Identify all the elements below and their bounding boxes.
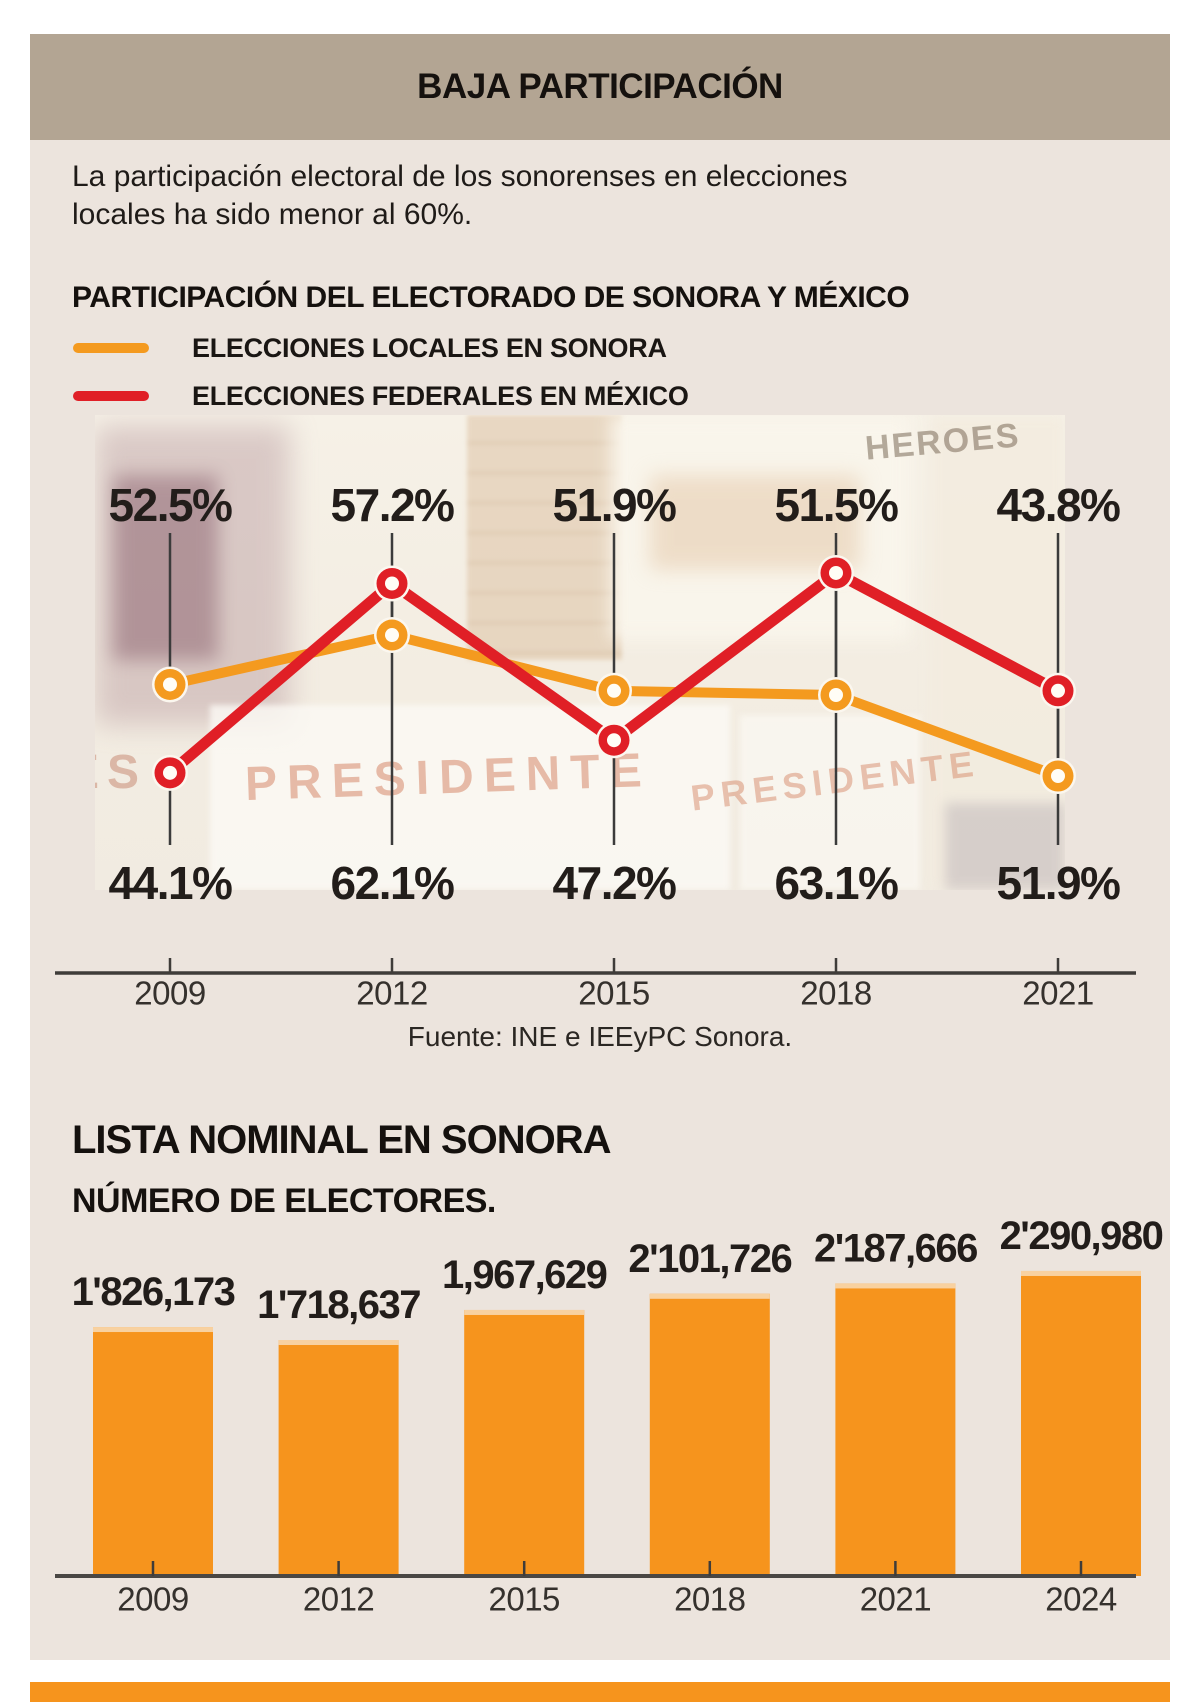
bar-top-cap [649, 1293, 770, 1299]
photo-brick-column [467, 415, 622, 660]
intro-line-1: La participación electoral de los sonore… [72, 160, 848, 193]
bar-value-label: 2'101,726 [628, 1237, 791, 1281]
bar-chart-subtitle: NÚMERO DE ELECTORES. [72, 1182, 496, 1220]
bar-value-label: 1,967,629 [442, 1253, 607, 1297]
photo-figure-left-dark [113, 475, 218, 660]
bar [835, 1283, 956, 1576]
line-point-federal-center [607, 733, 621, 748]
bar-chart-year-label: 2018 [674, 1581, 745, 1618]
line-chart-year-label: 2018 [800, 975, 871, 1012]
voting-photo-backdrop: HEROES PRESIDENTE PRESIDENTE ES [95, 415, 1065, 890]
line-point-local-center [1051, 769, 1065, 784]
bar-value-label: 2'187,666 [814, 1226, 977, 1270]
data-label-local: 51.9% [553, 479, 677, 531]
data-label-federal: 51.9% [997, 857, 1121, 909]
data-label-local: 57.2% [331, 479, 455, 531]
line-chart-title: PARTICIPACIÓN DEL ELECTORADO DE SONORA Y… [72, 281, 910, 314]
bar-chart-year-label: 2009 [117, 1581, 188, 1618]
intro-line-2: locales ha sido menor al 60%. [72, 198, 473, 231]
bar-value-label: 1'826,173 [72, 1270, 235, 1314]
bar [649, 1293, 770, 1576]
footer-accent-bar [30, 1682, 1170, 1702]
bar-top-cap [464, 1309, 585, 1315]
data-label-federal: 63.1% [775, 857, 899, 909]
photo-ballot-box-2 [740, 715, 920, 890]
bar [93, 1327, 213, 1576]
photo-pants-right [945, 803, 1065, 890]
line-point-local-center [607, 683, 621, 698]
bar [1021, 1270, 1141, 1576]
page-title: BAJA PARTICIPACIÓN [417, 67, 783, 106]
data-label-federal: 62.1% [331, 857, 455, 909]
photo-watermark-es: ES [95, 746, 148, 799]
bar [464, 1309, 585, 1576]
data-label-federal: 44.1% [109, 857, 233, 909]
line-point-local-center [163, 677, 177, 692]
bar-chart-year-label: 2015 [488, 1581, 559, 1618]
header-bar: BAJA PARTICIPACIÓN [30, 34, 1170, 140]
bar-top-cap [835, 1283, 956, 1289]
line-chart-year-label: 2009 [134, 975, 205, 1012]
photo-arm [650, 475, 860, 570]
legend-label-federal: ELECCIONES FEDERALES EN MÉXICO [192, 381, 689, 411]
source-note: Fuente: INE e IEEyPC Sonora. [407, 1021, 793, 1052]
intro-text: La participación electoral de los sonore… [72, 158, 1082, 234]
line-chart-year-label: 2021 [1022, 975, 1093, 1012]
line-chart-year-label: 2012 [356, 975, 427, 1012]
line-point-local-center [385, 628, 399, 643]
legend-label-local: ELECCIONES LOCALES EN SONORA [192, 333, 667, 363]
bar-chart-year-label: 2024 [1045, 1581, 1117, 1618]
legend-swatch-federal [73, 391, 149, 401]
bar-top-cap [1021, 1270, 1141, 1276]
data-label-federal: 47.2% [553, 857, 677, 909]
bar-value-label: 2'290,980 [1000, 1214, 1163, 1258]
bar-chart-year-label: 2012 [303, 1581, 374, 1618]
line-point-federal-center [1051, 683, 1065, 698]
bar [278, 1340, 399, 1576]
data-label-local: 52.5% [109, 479, 233, 531]
legend-swatch-local [73, 343, 149, 353]
line-point-federal-center [163, 765, 177, 780]
line-point-federal-center [829, 565, 843, 580]
bar-top-cap [278, 1340, 399, 1345]
line-point-federal-center [385, 576, 399, 591]
line-point-local-center [829, 688, 843, 702]
bar-top-cap [93, 1327, 213, 1333]
bar-chart-year-label: 2021 [860, 1581, 931, 1618]
data-label-local: 43.8% [997, 479, 1121, 531]
photo-ballot-box-1 [210, 705, 730, 890]
line-chart-year-label: 2015 [578, 975, 649, 1012]
bar-chart-title: LISTA NOMINAL EN SONORA [72, 1118, 611, 1162]
data-label-local: 51.5% [775, 479, 899, 531]
bar-value-label: 1'718,637 [257, 1283, 420, 1327]
